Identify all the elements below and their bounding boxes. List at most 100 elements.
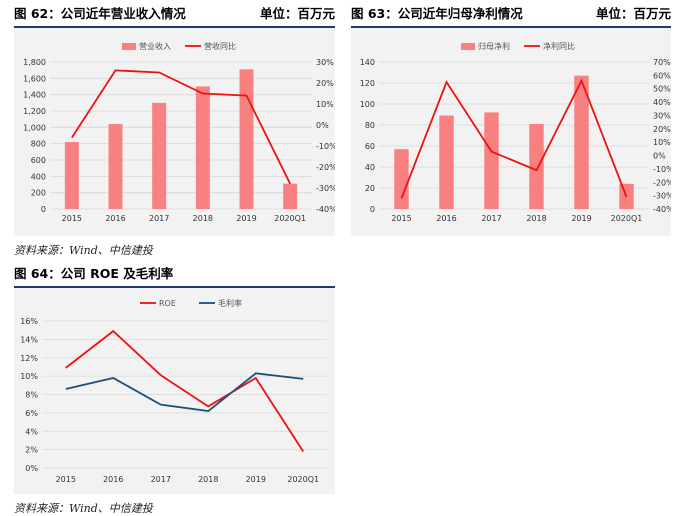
y2-tick-label: 30% (316, 58, 334, 67)
y-tick-label: 0% (25, 464, 38, 473)
legend-label: 营收同比 (204, 41, 236, 51)
y2-tick-label: 20% (316, 79, 334, 88)
figure-62-panel: 0 200 400 600 800 1,000 1,200 1,400 1,600 1,800 -4… (14, 28, 337, 236)
y-tick-label: 1,000 (23, 123, 46, 132)
x-tick-label: 2018 (193, 214, 213, 223)
series-line (65, 329, 305, 452)
x-tick-label: 2020Q1 (611, 214, 643, 223)
y-tick-label: 140 (360, 58, 375, 67)
y-tick-label: 200 (31, 189, 46, 198)
y-tick-label: 1,600 (23, 74, 46, 83)
bar (108, 124, 123, 209)
figure-63-unit: 单位：百万元 (595, 6, 671, 21)
figure-64-header: 图 64：公司 ROE 及毛利率 (14, 263, 335, 285)
x-tick-label: 2015 (56, 475, 76, 484)
x-tick-label: 2017 (151, 475, 171, 484)
figure-64-panel: 0% 2% 4% 6% 8% 10% 12% 14% 16% 2015 2016 2017 2018 20… (14, 288, 335, 494)
y2-tick-label: 10% (653, 138, 671, 147)
y-tick-label: 2% (25, 446, 38, 455)
y2-tick-label: -10% (653, 165, 671, 174)
x-tick-label: 2018 (198, 475, 218, 484)
source-note-2: 资料来源：Wind、中信建投 (14, 502, 153, 515)
y-tick-label: 600 (31, 156, 46, 165)
y-tick-label: 10% (20, 372, 38, 381)
y-tick-label: 1,400 (23, 91, 46, 100)
bar (64, 142, 79, 209)
y2-tick-label: -20% (653, 178, 671, 187)
bar (394, 149, 409, 209)
y-tick-label: 6% (25, 409, 38, 418)
roe-gross-margin-chart: 0% 2% 4% 6% 8% 10% 12% 14% 16% 2015 2016 2017 2018 20… (20, 298, 327, 484)
y-tick-label: 14% (20, 335, 38, 344)
y-tick-label: 60 (365, 142, 375, 151)
x-tick-label: 2015 (62, 214, 82, 223)
figure-62-title: 图 62：公司近年营业收入情况 (14, 6, 186, 21)
figure-64-title: 图 64：公司 ROE 及毛利率 (14, 266, 174, 281)
x-tick-label: 2017 (149, 214, 169, 223)
y2-tick-label: 0% (316, 121, 329, 130)
legend-swatch-bar (461, 43, 475, 50)
y-tick-label: 1,800 (23, 58, 46, 67)
y2-tick-label: -30% (653, 192, 671, 201)
y2-tick-label: -30% (316, 184, 335, 193)
bar (152, 102, 167, 209)
net-profit-chart: 0 20 40 60 80 100 120 140 -40% -30% -20% -10% 0% 10% 2… (360, 41, 674, 223)
figure-63-panel: 0 20 40 60 80 100 120 140 -40% -30% -20% -10% 0% 10% 2… (351, 28, 674, 236)
y-tick-label: 20 (365, 184, 375, 193)
bar (484, 112, 499, 209)
x-tick-label: 2017 (481, 214, 501, 223)
x-tick-label: 2020Q1 (287, 475, 319, 484)
x-tick-label: 2016 (105, 214, 125, 223)
y-tick-label: 800 (31, 140, 46, 149)
y2-tick-label: 10% (316, 100, 334, 109)
legend-label: 归母净利 (478, 41, 510, 51)
figure-62-rule (14, 26, 335, 28)
figure-63-header: 图 63：公司近年归母净利情况 单位：百万元 (351, 3, 671, 25)
bar (574, 75, 589, 210)
y-tick-label: 1,200 (23, 107, 46, 116)
y-tick-label: 400 (31, 172, 46, 181)
y2-tick-label: -40% (653, 205, 671, 214)
y2-tick-label: -20% (316, 163, 335, 172)
x-tick-label: 2016 (436, 214, 456, 223)
figure-62-unit: 单位：百万元 (259, 6, 335, 21)
x-tick-label: 2019 (236, 214, 256, 223)
bar (195, 86, 210, 209)
x-tick-label: 2020Q1 (274, 214, 306, 223)
y-tick-label: 0 (370, 205, 375, 214)
y2-tick-label: 60% (653, 71, 671, 80)
y2-tick-label: 70% (653, 58, 671, 67)
y2-tick-label: 20% (653, 125, 671, 134)
y2-tick-label: 50% (653, 85, 671, 94)
bar (239, 69, 254, 209)
legend-swatch-bar (122, 43, 136, 50)
x-tick-label: 2016 (103, 475, 123, 484)
y2-tick-label: 0% (653, 152, 666, 161)
y2-tick-label: 30% (653, 111, 671, 120)
legend-label: 净利同比 (543, 41, 575, 51)
x-tick-label: 2018 (526, 214, 546, 223)
x-tick-label: 2015 (391, 214, 411, 223)
figure-63-title: 图 63：公司近年归母净利情况 (351, 6, 523, 21)
series-line (65, 372, 304, 412)
x-tick-label: 2019 (571, 214, 591, 223)
y-tick-label: 80 (365, 121, 375, 130)
figure-62-header: 图 62：公司近年营业收入情况 单位：百万元 (14, 3, 335, 25)
legend-label: 毛利率 (218, 298, 242, 308)
y-tick-label: 4% (25, 427, 38, 436)
y-tick-label: 8% (25, 391, 38, 400)
y-tick-label: 100 (360, 100, 375, 109)
series-line (71, 69, 291, 185)
y-tick-label: 40 (365, 163, 375, 172)
y2-tick-label: -10% (316, 142, 335, 151)
y2-tick-label: -40% (316, 205, 335, 214)
y2-tick-label: 40% (653, 98, 671, 107)
x-tick-label: 2019 (246, 475, 266, 484)
y-tick-label: 16% (20, 317, 38, 326)
y-tick-label: 120 (360, 79, 375, 88)
bar (439, 115, 454, 209)
series-line (400, 78, 628, 199)
bar (529, 123, 544, 209)
figure-63-rule (351, 26, 671, 28)
legend-label: 营业收入 (139, 41, 171, 51)
